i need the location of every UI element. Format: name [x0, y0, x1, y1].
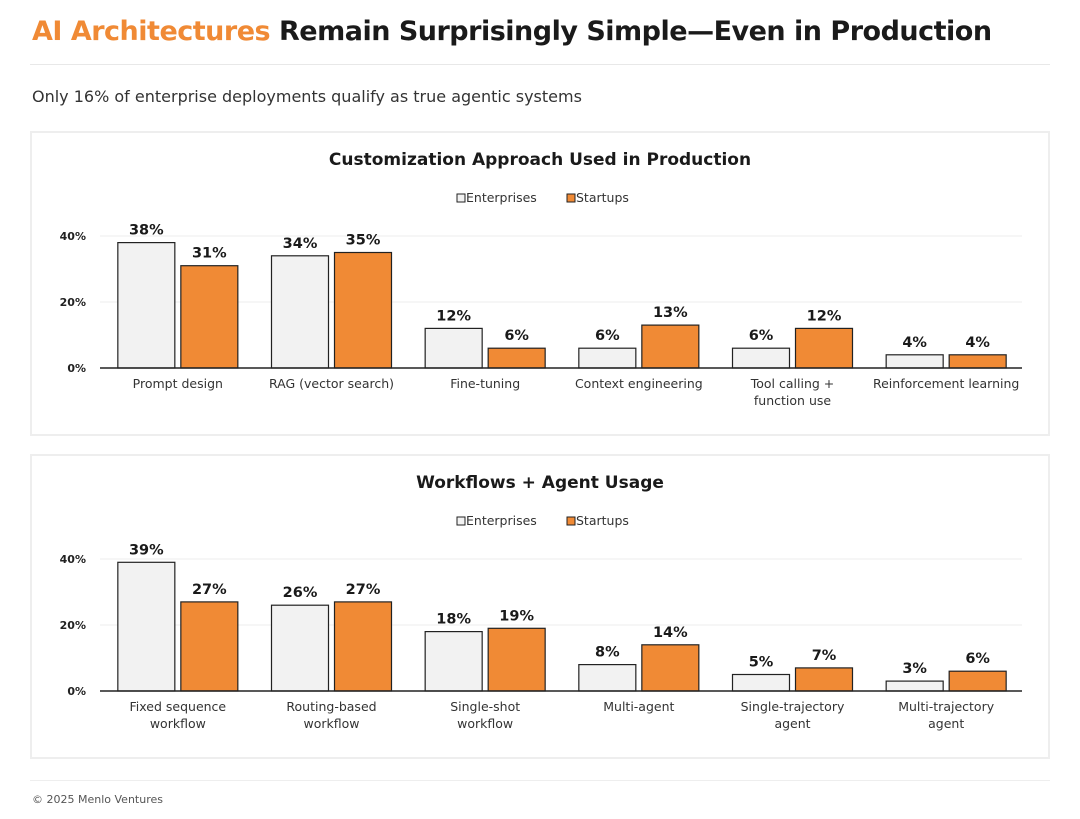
chart0-value-label-enterprises: 12% [436, 308, 471, 324]
chart0-legend-label-enterprises: Enterprises [466, 190, 537, 205]
chart1-value-label-enterprises: 3% [902, 661, 927, 677]
chart1-value-label-startups: 27% [346, 582, 381, 598]
chart1-ytick-label: 20% [60, 619, 86, 632]
chart1-value-label-enterprises: 8% [595, 645, 620, 661]
chart1-value-label-startups: 14% [653, 625, 688, 641]
chart0-category-label: Prompt design [133, 376, 223, 391]
chart1-category-label: Multi-agent [603, 699, 674, 714]
chart0-value-label-startups: 4% [965, 335, 990, 351]
chart0-value-label-startups: 13% [653, 305, 688, 321]
chart1-value-label-enterprises: 5% [749, 655, 774, 671]
chart0-legend-swatch-enterprises [456, 193, 466, 203]
chart1-bar-startups [641, 644, 700, 692]
chart1-bar-startups [487, 627, 546, 692]
chart1-value-label-startups: 7% [812, 648, 837, 664]
chart0-category-label: Tool calling + [750, 376, 835, 391]
chart1-category-label: Routing-based [286, 699, 376, 714]
page-title-accent: AI Architectures [32, 16, 271, 47]
chart0-category-label: Reinforcement learning [873, 376, 1019, 391]
chart1-legend-label-startups: Startups [576, 513, 629, 528]
chart1-legend-swatch-startups [566, 516, 576, 526]
chart0-value-label-startups: 31% [192, 246, 227, 262]
chart0-legend-label-startups: Startups [576, 190, 629, 205]
chart0-bar-enterprises [578, 347, 637, 369]
chart0-bar-startups [487, 347, 546, 369]
chart0-category-label: Fine-tuning [450, 376, 520, 391]
chart1-bar-enterprises [424, 631, 483, 692]
chart0-value-label-enterprises: 6% [749, 328, 774, 344]
chart0-category-label: Context engineering [575, 376, 703, 391]
chart1-category-label: agent [928, 716, 964, 731]
chart0-ytick-label: 0% [67, 362, 86, 375]
chart1-bar-startups [794, 667, 854, 692]
chart0-bar-enterprises [731, 347, 791, 369]
chart1-value-label-startups: 6% [965, 651, 990, 667]
chart1-bar-enterprises [885, 680, 944, 692]
chart0-legend-swatch-startups [566, 193, 576, 203]
chart0-title: Customization Approach Used in Productio… [329, 150, 751, 170]
chart0-bar-startups [333, 251, 393, 369]
chart0-bar-enterprises [117, 241, 176, 369]
chart1-ytick-label: 40% [60, 553, 86, 566]
chart1-category-label: Single-trajectory [741, 699, 845, 714]
chart1-bar-enterprises [731, 673, 791, 692]
chart1-category-label: Multi-trajectory [898, 699, 994, 714]
chart1-bar-enterprises [270, 604, 330, 692]
chart1-bar-enterprises [578, 664, 637, 692]
chart1-value-label-enterprises: 18% [436, 612, 471, 628]
customization-chart-panel: Customization Approach Used in Productio… [30, 131, 1050, 436]
chart1-legend-label-enterprises: Enterprises [466, 513, 537, 528]
chart1-category-label: workflow [457, 716, 513, 731]
footer-divider [30, 780, 1050, 781]
chart0-bar-startups [180, 265, 239, 369]
page-title-rest: Remain Surprisingly Simple—Even in Produ… [270, 16, 992, 47]
chart1-value-label-startups: 19% [499, 608, 534, 624]
chart0-bar-startups [794, 327, 854, 369]
chart1-ytick-label: 0% [67, 685, 86, 698]
chart0-value-label-enterprises: 6% [595, 328, 620, 344]
chart0-value-label-startups: 12% [807, 308, 842, 324]
chart1-category-label: agent [774, 716, 810, 731]
chart0-category-label: RAG (vector search) [269, 376, 394, 391]
chart1-category-label: Fixed sequence [130, 699, 227, 714]
workflows-chart-panel: Workflows + Agent Usage Enterprises Startu… [30, 454, 1050, 759]
header-divider [30, 64, 1050, 65]
customization-chart: Customization Approach Used in Productio… [60, 150, 1022, 408]
chart1-category-label: Single-shot [450, 699, 520, 714]
chart1-category-label: workflow [304, 716, 360, 731]
chart1-value-label-enterprises: 39% [129, 542, 164, 558]
chart0-value-label-startups: 6% [504, 328, 529, 344]
chart1-bar-startups [333, 601, 393, 692]
chart0-bar-startups [948, 354, 1007, 369]
chart1-title: Workflows + Agent Usage [416, 473, 664, 493]
chart0-bar-enterprises [424, 327, 483, 369]
chart1-category-label: workflow [150, 716, 206, 731]
chart1-value-label-enterprises: 26% [283, 585, 318, 601]
chart1-value-label-startups: 27% [192, 582, 227, 598]
page-subtitle: Only 16% of enterprise deployments quali… [32, 87, 582, 106]
workflows-chart: Workflows + Agent Usage Enterprises Startu… [60, 473, 1022, 731]
chart0-value-label-startups: 35% [346, 233, 381, 249]
page-title: AI Architectures Remain Surprisingly Sim… [32, 16, 992, 47]
chart1-bar-enterprises [117, 561, 176, 692]
chart0-bar-enterprises [270, 255, 330, 369]
chart0-bar-enterprises [885, 354, 944, 369]
copyright-text: © 2025 Menlo Ventures [32, 793, 163, 806]
chart1-legend-swatch-enterprises [456, 516, 466, 526]
chart1-bar-startups [180, 601, 239, 692]
chart0-ytick-label: 40% [60, 230, 86, 243]
chart0-value-label-enterprises: 4% [902, 335, 927, 351]
chart0-category-label: function use [754, 393, 831, 408]
chart0-bar-startups [641, 324, 700, 369]
chart0-ytick-label: 20% [60, 296, 86, 309]
chart1-bar-startups [948, 670, 1007, 692]
chart0-value-label-enterprises: 34% [283, 236, 318, 252]
chart0-value-label-enterprises: 38% [129, 223, 164, 239]
